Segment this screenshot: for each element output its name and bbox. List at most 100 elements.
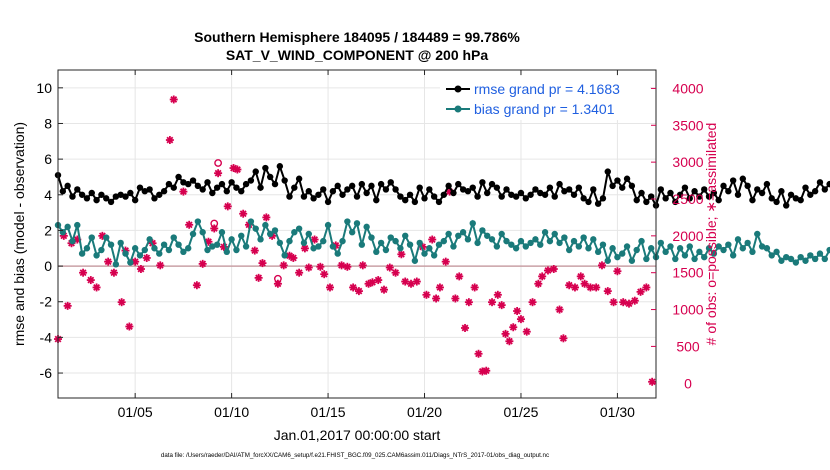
bias-point	[469, 220, 476, 227]
bias-point	[508, 241, 515, 248]
rmse-point	[98, 191, 105, 198]
rmse-point	[320, 186, 327, 193]
y-right-tick-label: 0	[684, 375, 692, 391]
rmse-point	[430, 193, 438, 200]
bias-point	[541, 229, 549, 236]
rmse-point	[575, 184, 583, 191]
rmse-point	[599, 195, 607, 202]
bias-point	[180, 248, 187, 256]
bias-point	[98, 246, 105, 254]
rmse-point	[334, 182, 341, 190]
rmse-point	[358, 180, 366, 188]
rmse-point	[339, 191, 346, 198]
rmse-point	[324, 198, 332, 206]
obs-assimilated-marker	[482, 366, 491, 375]
rmse-point	[194, 182, 202, 190]
rmse-point	[122, 193, 129, 200]
bias-point	[305, 230, 312, 238]
rmse-point	[199, 186, 206, 193]
bias-point	[614, 253, 621, 261]
rmse-point	[754, 186, 761, 193]
obs-assimilated-marker	[295, 268, 304, 277]
bias-point	[175, 241, 182, 248]
rmse-point	[131, 196, 139, 204]
rmse-point	[686, 195, 693, 202]
rmse-point	[281, 177, 288, 184]
obs-assimilated-marker	[289, 253, 298, 262]
obs-assimilated-marker	[169, 95, 178, 104]
rmse-point	[672, 198, 679, 206]
obs-assimilated-marker	[310, 235, 319, 244]
rmse-point	[807, 191, 814, 198]
rmse-point	[344, 186, 351, 193]
x-tick-label: 01/15	[311, 404, 346, 420]
rmse-point	[402, 196, 409, 204]
rmse-point	[512, 193, 520, 200]
rmse-point	[276, 163, 284, 170]
obs-assimilated-marker	[397, 250, 406, 259]
obs-assimilated-marker	[358, 261, 367, 270]
obs-assimilated-marker	[516, 315, 525, 324]
bias-point	[435, 241, 443, 248]
bias-point	[590, 236, 597, 243]
bias-point	[320, 237, 327, 245]
bias-point	[816, 250, 824, 257]
obs-assimilated-marker	[451, 294, 460, 303]
rmse-point	[59, 188, 67, 195]
obs-assimilated-marker	[258, 259, 267, 268]
bias-point	[517, 237, 525, 245]
rmse-point	[252, 168, 259, 175]
bias-point	[633, 246, 640, 254]
rmse-point	[821, 186, 828, 193]
bias-point	[204, 246, 211, 254]
plot-frame	[57, 69, 657, 399]
rmse-point	[469, 184, 476, 191]
bias-point	[619, 250, 626, 257]
rmse-point	[435, 198, 443, 206]
y-left-tick-label: -2	[40, 294, 53, 310]
y-right-tick-label: 1000	[672, 302, 703, 318]
rmse-point	[488, 180, 496, 188]
obs-assimilated-marker	[179, 187, 188, 196]
bias-point	[151, 245, 158, 252]
obs-assimilated-marker	[630, 296, 639, 305]
obs-assimilated-marker	[79, 268, 88, 277]
bias-point	[315, 243, 322, 250]
obs-assimilated-marker	[198, 259, 207, 268]
axes-ticks-labels: 01/05 01/10 01/15 01/20 01/25 01/30 -6 -4 -2 0 2 4 6…	[36, 70, 704, 420]
rmse-point	[479, 179, 486, 186]
rmse-point	[710, 189, 718, 197]
bias-point	[310, 245, 317, 252]
rmse-point	[387, 179, 394, 186]
rmse-point	[204, 179, 211, 186]
bias-point	[763, 245, 771, 252]
rmse-point	[729, 177, 737, 184]
bias-point	[426, 245, 433, 252]
rmse-point	[223, 188, 230, 195]
rmse-point	[310, 195, 317, 202]
bias-point	[373, 248, 380, 256]
bias-point	[242, 243, 250, 250]
data-file-footnote: data file: /Users/raeder/DAI/ATM_forcXX/…	[161, 452, 549, 459]
obs-assimilated-marker	[92, 283, 101, 292]
rmse-point	[541, 191, 549, 198]
rmse-point	[783, 202, 790, 209]
obs-assimilated-marker	[254, 273, 263, 282]
bias-point	[69, 237, 76, 245]
obs-assimilated-marker	[104, 257, 113, 266]
bias-point	[638, 237, 645, 245]
obs-assimilated-marker	[185, 220, 194, 229]
bias-line	[57, 218, 830, 265]
bias-point	[585, 245, 592, 252]
obs-assimilated-marker	[488, 298, 497, 307]
bias-point	[537, 241, 544, 248]
rmse-point	[715, 196, 722, 204]
obs-assimilated-marker	[576, 272, 585, 281]
obs-assimilated-marker	[509, 323, 518, 332]
bias-point	[146, 236, 153, 243]
bias-point	[141, 246, 149, 254]
bias-point	[459, 229, 467, 236]
rmse-point	[185, 180, 192, 188]
rmse-point	[397, 193, 404, 200]
